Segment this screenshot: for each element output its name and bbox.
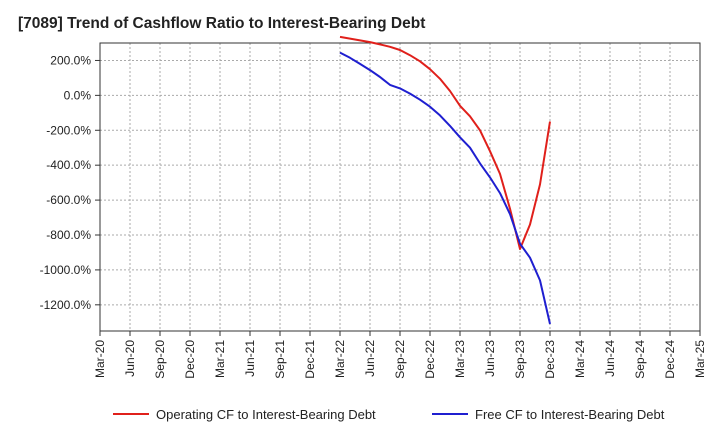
series-line bbox=[339, 35, 551, 250]
grid bbox=[99, 43, 701, 331]
legend-label: Operating CF to Interest-Bearing Debt bbox=[156, 407, 376, 422]
plot-frame bbox=[99, 42, 701, 332]
x-tick-label: Jun-23 bbox=[483, 340, 497, 377]
x-tick-label: Dec-21 bbox=[303, 340, 317, 379]
y-tick-label: 200.0% bbox=[50, 53, 91, 67]
x-tick-label: Dec-20 bbox=[183, 340, 197, 379]
y-tick-label: -1200.0% bbox=[40, 298, 92, 312]
chart-title: [7089] Trend of Cashflow Ratio to Intere… bbox=[18, 15, 426, 32]
x-tick-label: Sep-24 bbox=[633, 340, 647, 379]
series-line bbox=[339, 51, 551, 325]
x-tick-label: Jun-21 bbox=[243, 340, 257, 377]
x-tick-label: Jun-22 bbox=[363, 340, 377, 377]
x-tick-label: Sep-22 bbox=[393, 340, 407, 379]
legend-label: Free CF to Interest-Bearing Debt bbox=[475, 407, 665, 422]
x-tick-label: Mar-23 bbox=[453, 340, 467, 378]
x-tick-label: Mar-24 bbox=[573, 340, 587, 378]
series-lines bbox=[339, 35, 551, 325]
axes: 200.0% 0.0% -200.0% -400.0% -600.0% -800.0% -1… bbox=[40, 42, 707, 379]
x-tick-label: Jun-20 bbox=[123, 340, 137, 377]
x-tick-label: Sep-20 bbox=[153, 340, 167, 379]
x-tick-label: Sep-23 bbox=[513, 340, 527, 379]
x-tick-label: Mar-21 bbox=[213, 340, 227, 378]
x-tick-label: Dec-23 bbox=[543, 340, 557, 379]
y-tick-label: -600.0% bbox=[46, 193, 91, 207]
x-tick-label: Jun-24 bbox=[603, 340, 617, 377]
x-tick-label: Mar-22 bbox=[333, 340, 347, 378]
y-tick-label: -800.0% bbox=[46, 228, 91, 242]
y-tick-label: 0.0% bbox=[64, 88, 92, 102]
x-tick-label: Sep-21 bbox=[273, 340, 287, 379]
x-tick-label: Dec-24 bbox=[663, 340, 677, 379]
legend: Operating CF to Interest-Bearing Debt Fre… bbox=[113, 407, 665, 422]
y-tick-label: -400.0% bbox=[46, 158, 91, 172]
x-tick-label: Mar-20 bbox=[93, 340, 107, 378]
y-tick-label: -1000.0% bbox=[40, 263, 92, 277]
x-tick-label: Mar-25 bbox=[693, 340, 707, 378]
y-tick-label: -200.0% bbox=[46, 123, 91, 137]
x-tick-label: Dec-22 bbox=[423, 340, 437, 379]
